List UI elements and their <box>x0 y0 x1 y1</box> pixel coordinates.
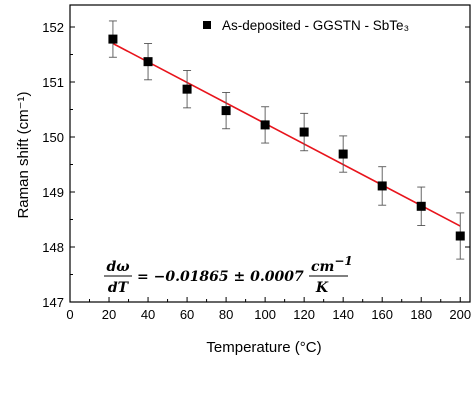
legend: As-deposited - GGSTN - SbTe₃ <box>203 18 409 33</box>
y-tick-label: 150 <box>42 130 64 145</box>
x-tick-label: 80 <box>219 307 233 322</box>
data-point <box>416 201 426 211</box>
equation-lhs-numerator: dω <box>106 259 130 275</box>
data-point-layer <box>108 34 465 241</box>
linear-fit-line <box>112 42 461 227</box>
equation-rhs-denominator: K <box>315 280 329 296</box>
y-axis-title: Raman shift (cm⁻¹) <box>15 91 32 218</box>
x-axis-title: Temperature (°C) <box>206 339 321 356</box>
data-point <box>377 181 387 191</box>
equation-rhs-exponent: −1 <box>334 254 352 268</box>
y-tick-label: 147 <box>42 295 64 310</box>
slope-equation: dω dT = −0.01865 ± 0.0007 cm−1 K <box>104 254 353 296</box>
equation-lhs-denominator: dT <box>108 280 130 296</box>
data-point <box>221 106 231 116</box>
legend-label: As-deposited - GGSTN - SbTe₃ <box>222 18 409 33</box>
error-bar-layer <box>108 20 465 260</box>
x-axis-ticks: 0 20 40 60 80 100 120 140 160 180 200 <box>66 297 471 322</box>
data-point <box>182 84 192 94</box>
x-tick-label: 0 <box>66 307 73 322</box>
y-tick-label: 148 <box>42 240 64 255</box>
fit-line-layer <box>112 42 461 227</box>
y-tick-label: 152 <box>42 20 64 35</box>
equation-rhs-unit: cm <box>311 259 334 275</box>
plot-frame <box>69 4 471 303</box>
legend-marker <box>203 21 211 29</box>
x-tick-label: 20 <box>102 307 116 322</box>
x-tick-label: 60 <box>180 307 194 322</box>
x-tick-label: 40 <box>141 307 155 322</box>
equation-rhs-numerator: cm−1 <box>311 254 353 275</box>
x-tick-label: 120 <box>293 307 315 322</box>
y-tick-label: 151 <box>42 75 64 90</box>
x-tick-label: 160 <box>371 307 393 322</box>
data-point <box>455 231 465 241</box>
data-point <box>143 57 153 67</box>
equation-value: = −0.01865 ± 0.0007 <box>137 269 304 285</box>
data-point <box>299 127 309 137</box>
data-point <box>338 149 348 159</box>
x-tick-label: 200 <box>449 307 471 322</box>
data-point <box>108 34 118 44</box>
y-tick-label: 149 <box>42 185 64 200</box>
y-axis-ticks: 147 148 149 150 151 152 <box>42 20 470 310</box>
data-point <box>260 120 270 130</box>
x-tick-label: 100 <box>254 307 276 322</box>
x-tick-label: 180 <box>410 307 432 322</box>
x-tick-label: 140 <box>332 307 354 322</box>
